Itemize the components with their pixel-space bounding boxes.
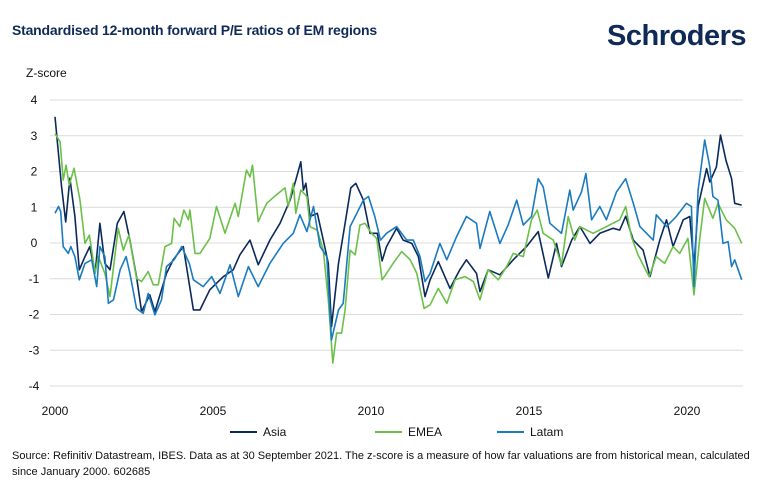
x-tick-label: 2010 <box>358 404 385 418</box>
y-tick-label: 0 <box>31 236 38 250</box>
x-tick-label: 2000 <box>42 404 69 418</box>
y-tick-label: 1 <box>31 200 38 214</box>
legend-label-asia: Asia <box>263 425 287 439</box>
y-tick-label: -3 <box>29 343 40 357</box>
y-tick-label: 2 <box>31 165 38 179</box>
schroders-logo: Schroders <box>607 20 746 52</box>
chart-title: Standardised 12-month forward P/E ratios… <box>12 22 377 38</box>
series-line-asia <box>54 116 742 328</box>
x-tick-label: 2020 <box>674 404 701 418</box>
y-tick-label: 3 <box>31 129 38 143</box>
y-tick-label: 4 <box>31 93 38 107</box>
legend-label-latam: Latam <box>530 425 563 439</box>
legend-label-emea: EMEA <box>408 425 442 439</box>
x-tick-label: 2005 <box>200 404 227 418</box>
source-note: Source: Refinitiv Datastream, IBES. Data… <box>12 450 750 478</box>
series-line-emea <box>54 133 743 364</box>
y-axis-label: Z-score <box>26 66 67 80</box>
series-line-latam <box>54 139 743 341</box>
y-tick-label: -4 <box>29 379 40 393</box>
y-tick-label: -2 <box>29 308 40 322</box>
y-tick-label: -1 <box>29 272 40 286</box>
x-tick-label: 2015 <box>516 404 543 418</box>
